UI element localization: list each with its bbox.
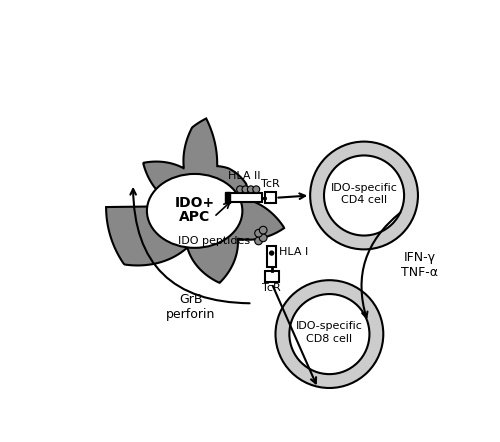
Ellipse shape — [147, 174, 242, 248]
Ellipse shape — [236, 186, 244, 193]
Text: TcR: TcR — [262, 283, 281, 293]
Text: IDO+: IDO+ — [174, 196, 214, 210]
Text: HLA I: HLA I — [280, 247, 308, 257]
Ellipse shape — [254, 229, 262, 237]
Text: CD4 cell: CD4 cell — [341, 195, 387, 205]
Ellipse shape — [248, 186, 254, 193]
Bar — [264, 271, 278, 282]
Text: IFN-γ
TNF-α: IFN-γ TNF-α — [401, 251, 438, 279]
Polygon shape — [106, 118, 284, 283]
Bar — [267, 246, 276, 267]
Text: CD8 cell: CD8 cell — [306, 334, 352, 344]
Text: HLA II: HLA II — [228, 171, 260, 181]
Ellipse shape — [260, 226, 267, 234]
Text: APC: APC — [179, 210, 210, 224]
Circle shape — [290, 294, 370, 374]
Bar — [230, 193, 262, 202]
Bar — [226, 192, 230, 203]
Bar — [264, 192, 276, 203]
Circle shape — [276, 280, 384, 388]
Text: IDO peptides: IDO peptides — [178, 236, 250, 246]
Circle shape — [310, 141, 418, 249]
Ellipse shape — [242, 186, 249, 193]
Circle shape — [269, 250, 274, 256]
Circle shape — [324, 156, 404, 236]
Ellipse shape — [260, 234, 267, 242]
Text: IDO-specific: IDO-specific — [330, 183, 398, 193]
Text: IDO-specific: IDO-specific — [296, 321, 363, 332]
Text: GrB
perforin: GrB perforin — [166, 293, 216, 321]
Ellipse shape — [253, 186, 260, 193]
Text: TcR: TcR — [260, 179, 280, 189]
Ellipse shape — [254, 237, 262, 245]
